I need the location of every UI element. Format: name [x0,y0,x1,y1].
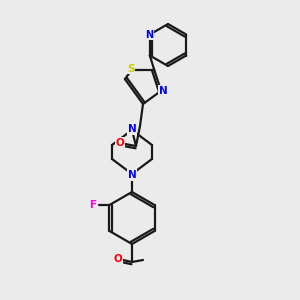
Text: S: S [127,64,135,74]
Text: O: O [114,254,122,264]
Text: N: N [128,124,136,134]
Text: F: F [90,200,97,210]
Text: N: N [145,29,153,40]
Text: N: N [159,86,167,96]
Text: O: O [116,138,124,148]
Text: N: N [128,170,136,180]
